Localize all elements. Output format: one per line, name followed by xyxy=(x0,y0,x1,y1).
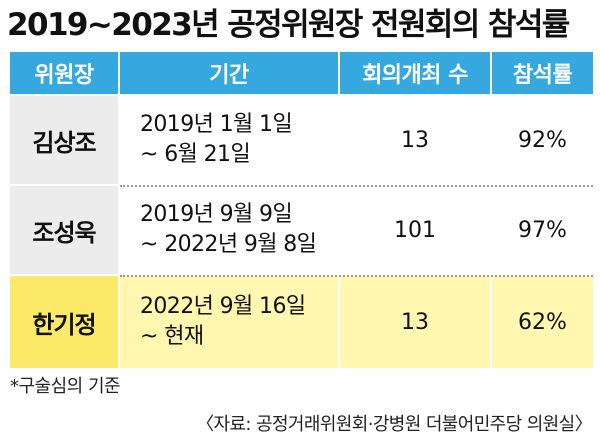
meeting-count: 101 xyxy=(394,217,436,243)
period-start: 2019년 9월 9일 xyxy=(140,202,293,227)
footnote: *구술심의 기준 xyxy=(10,376,121,397)
table-row: 조성욱 2019년 9월 9일 ~ 2022년 9월 8일 101 97% xyxy=(10,186,593,274)
period-cell: 2022년 9월 16일 ~ 현재 xyxy=(120,276,338,368)
header-meeting-count: 회의개최 수 xyxy=(340,52,490,94)
header-period: 기간 xyxy=(120,52,338,94)
chairman-name: 한기정 xyxy=(10,276,118,368)
row-divider xyxy=(120,275,593,277)
period-cell: 2019년 1월 1일 ~ 6월 21일 xyxy=(120,96,338,184)
header-chairman: 위원장 xyxy=(10,52,118,94)
chart-title: 2019~2023년 공정위원장 전원회의 참석률 xyxy=(7,7,570,43)
row-divider xyxy=(120,185,593,187)
source-credit: 〈자료: 공정거래위원회·강병원 더불어민주당 의원실〉 xyxy=(196,414,593,435)
chairman-name: 조성욱 xyxy=(10,186,118,274)
table-row-highlighted: 한기정 2022년 9월 16일 ~ 현재 13 62% xyxy=(10,276,593,368)
attendance-rate: 92% xyxy=(518,127,567,153)
meeting-count: 13 xyxy=(401,127,429,153)
header-attendance-rate: 참석률 xyxy=(492,52,593,94)
chairman-name: 김상조 xyxy=(10,96,118,184)
period-end: ~ 6월 21일 xyxy=(140,142,251,167)
period-end: ~ 현재 xyxy=(140,324,204,349)
attendance-rate: 62% xyxy=(492,276,593,368)
attendance-table: 위원장 기간 회의개최 수 참석률 김상조 2019년 1월 1일 ~ 6월 2… xyxy=(10,52,593,368)
period-start: 2019년 1월 1일 xyxy=(140,112,293,137)
table-row: 김상조 2019년 1월 1일 ~ 6월 21일 13 92% xyxy=(10,96,593,184)
attendance-rate: 97% xyxy=(518,217,567,243)
meeting-count: 13 xyxy=(340,276,490,368)
period-end: ~ 2022년 9월 8일 xyxy=(140,232,317,257)
period-start: 2022년 9월 16일 xyxy=(140,294,306,319)
period-cell: 2019년 9월 9일 ~ 2022년 9월 8일 xyxy=(120,186,338,274)
